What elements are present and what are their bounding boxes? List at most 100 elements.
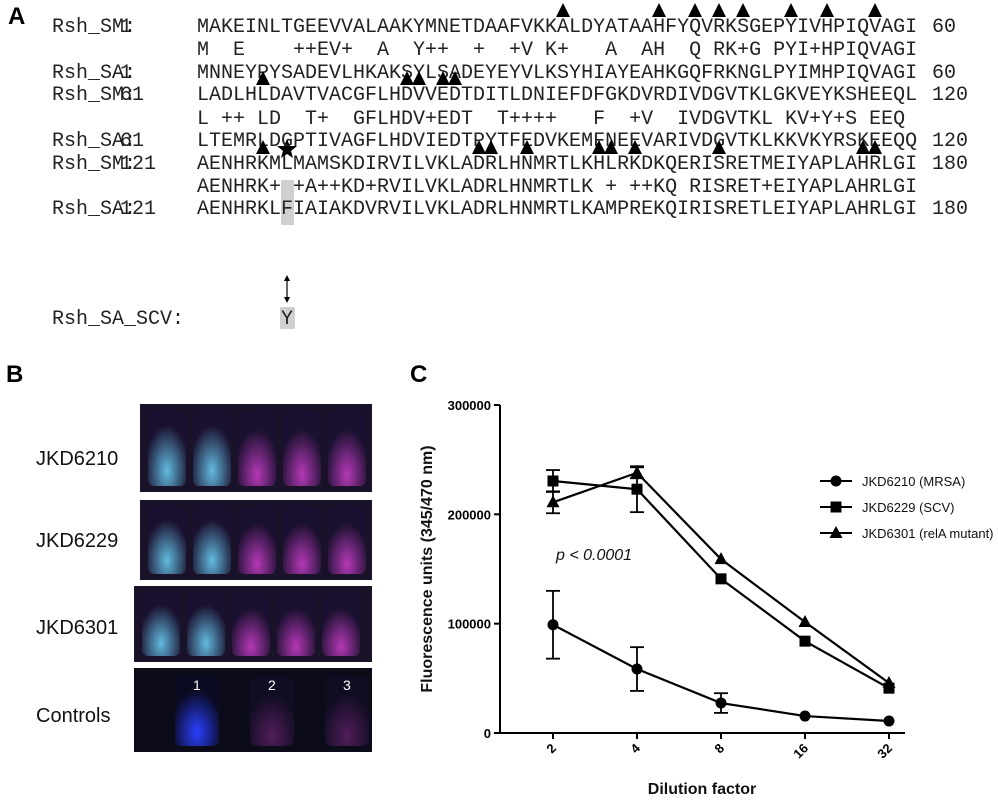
tube-number: 3	[343, 677, 351, 693]
tube	[325, 676, 369, 746]
triangle-marker	[736, 3, 750, 17]
sequence: AENHRKLFIAIAKDVRVILVKLADRLHNMRTLKAMPREKQ…	[197, 198, 917, 221]
triangle-marker	[556, 3, 570, 17]
legend-marker	[829, 526, 843, 538]
y-axis-label: Fluorescence units (345/470 nm)	[419, 445, 436, 692]
triangle-marker	[688, 3, 702, 17]
marker	[799, 635, 811, 647]
sequence-name: Rsh_SM:	[52, 153, 136, 176]
sequence-name: Rsh_SA:	[52, 130, 136, 153]
marker	[715, 573, 727, 585]
sequence-name: Rsh_SA:	[52, 62, 136, 85]
tube-number: 2	[268, 677, 276, 693]
tube	[238, 410, 276, 486]
tube	[283, 410, 321, 486]
x-tick-label: 32	[874, 741, 895, 762]
x-tick-label: 4	[627, 740, 643, 756]
triangle-marker	[868, 3, 882, 17]
marker	[715, 697, 727, 709]
x-tick-label: 8	[711, 741, 727, 757]
tube	[148, 410, 186, 486]
triangle-marker	[712, 140, 726, 154]
triangle-marker	[256, 71, 270, 85]
residue-start: 121	[120, 153, 156, 176]
sequence: LADLHLDAVTVACGFLHDVVEDTDITLDNIEFDFGKDVRD…	[197, 84, 917, 107]
triangle-marker	[412, 71, 426, 85]
match-line: L ++ LD T+ GFLHDV+EDT T++++ F +V IVDGVTK…	[197, 108, 917, 131]
tube	[232, 592, 270, 656]
tube	[148, 506, 186, 574]
y-tick-label: 0	[484, 726, 491, 741]
triangle-marker	[604, 140, 618, 154]
marker	[631, 663, 643, 675]
residue-start: 121	[120, 198, 156, 221]
tube	[250, 676, 294, 746]
triangle-marker	[652, 3, 666, 17]
marker	[714, 552, 728, 565]
legend-label: JKD6229 (SCV)	[862, 500, 954, 515]
triangle-marker	[400, 71, 414, 85]
x-tick-label: 16	[790, 741, 811, 762]
residue-start: 1	[120, 16, 132, 39]
marker	[882, 676, 896, 689]
residue-end: 60	[932, 16, 956, 39]
triangle-marker	[484, 140, 498, 154]
marker	[547, 619, 559, 631]
row-label: JKD6301	[36, 617, 118, 639]
sequence: MAKEINLTGEEVVALAAKYMNETDAAFVKKALDYATAAHF…	[197, 16, 917, 39]
tube	[187, 592, 225, 656]
marker	[630, 465, 644, 478]
residue-end: 120	[932, 130, 968, 153]
triangle-marker	[628, 140, 642, 154]
tube	[328, 506, 366, 574]
tube	[322, 592, 360, 656]
tube	[175, 676, 219, 746]
tube	[193, 506, 231, 574]
arrow-head	[284, 297, 290, 303]
row-label: JKD6210	[36, 448, 118, 470]
row-label: JKD6229	[36, 530, 118, 552]
sequence: MNNEYPYSADEVLHKAKSYLSADEYEYVLKSYHIAYEAHK…	[197, 62, 917, 85]
tube	[283, 506, 321, 574]
residue-start: 1	[120, 62, 132, 85]
triangle-marker	[448, 71, 462, 85]
triangle-marker	[820, 3, 834, 17]
sequence: AENHRKMLMAMSKDIRVILVKLADRLHNMRTLKHLRKDKQ…	[197, 153, 917, 176]
sequence-name: Rsh_SM:	[52, 84, 136, 107]
residue-end: 180	[932, 198, 968, 221]
marker	[799, 710, 811, 722]
triangle-marker	[868, 140, 882, 154]
tube	[277, 592, 315, 656]
y-tick-label: 300000	[448, 398, 491, 413]
y-tick-label: 100000	[448, 617, 491, 632]
highlight	[281, 180, 294, 225]
marker	[883, 715, 895, 727]
residue: Y	[281, 308, 293, 331]
arrow-head	[284, 275, 290, 281]
legend-marker	[830, 501, 842, 513]
sequence-name: Rsh_SM:	[52, 16, 136, 39]
legend-label: JKD6301 (relA mutant)	[862, 526, 994, 541]
legend-label: JKD6210 (MRSA)	[862, 474, 965, 489]
highlight	[280, 307, 295, 329]
sequence: LTEMRLDGPTIVAGFLHDVIEDTPYTFEDVKEMFNEEVAR…	[197, 130, 917, 153]
triangle-marker	[472, 140, 486, 154]
triangle-marker	[712, 3, 726, 17]
x-tick-label: 2	[543, 741, 559, 757]
triangle-marker	[256, 140, 270, 154]
panel-label: B	[6, 361, 23, 388]
marker	[798, 615, 812, 628]
tube	[328, 410, 366, 486]
x-axis-label: Dilution factor	[648, 781, 756, 798]
triangle-marker	[436, 71, 450, 85]
y-tick-label: 200000	[448, 507, 491, 522]
tube	[193, 410, 231, 486]
sequence-name: Rsh_SA:	[52, 198, 136, 221]
sequence-name: Rsh_SA_SCV:	[52, 308, 184, 331]
residue-end: 60	[932, 62, 956, 85]
row-label: Controls	[36, 705, 110, 727]
triangle-marker	[592, 140, 606, 154]
marker	[883, 682, 895, 694]
marker	[631, 483, 643, 495]
residue-start: 61	[120, 84, 144, 107]
